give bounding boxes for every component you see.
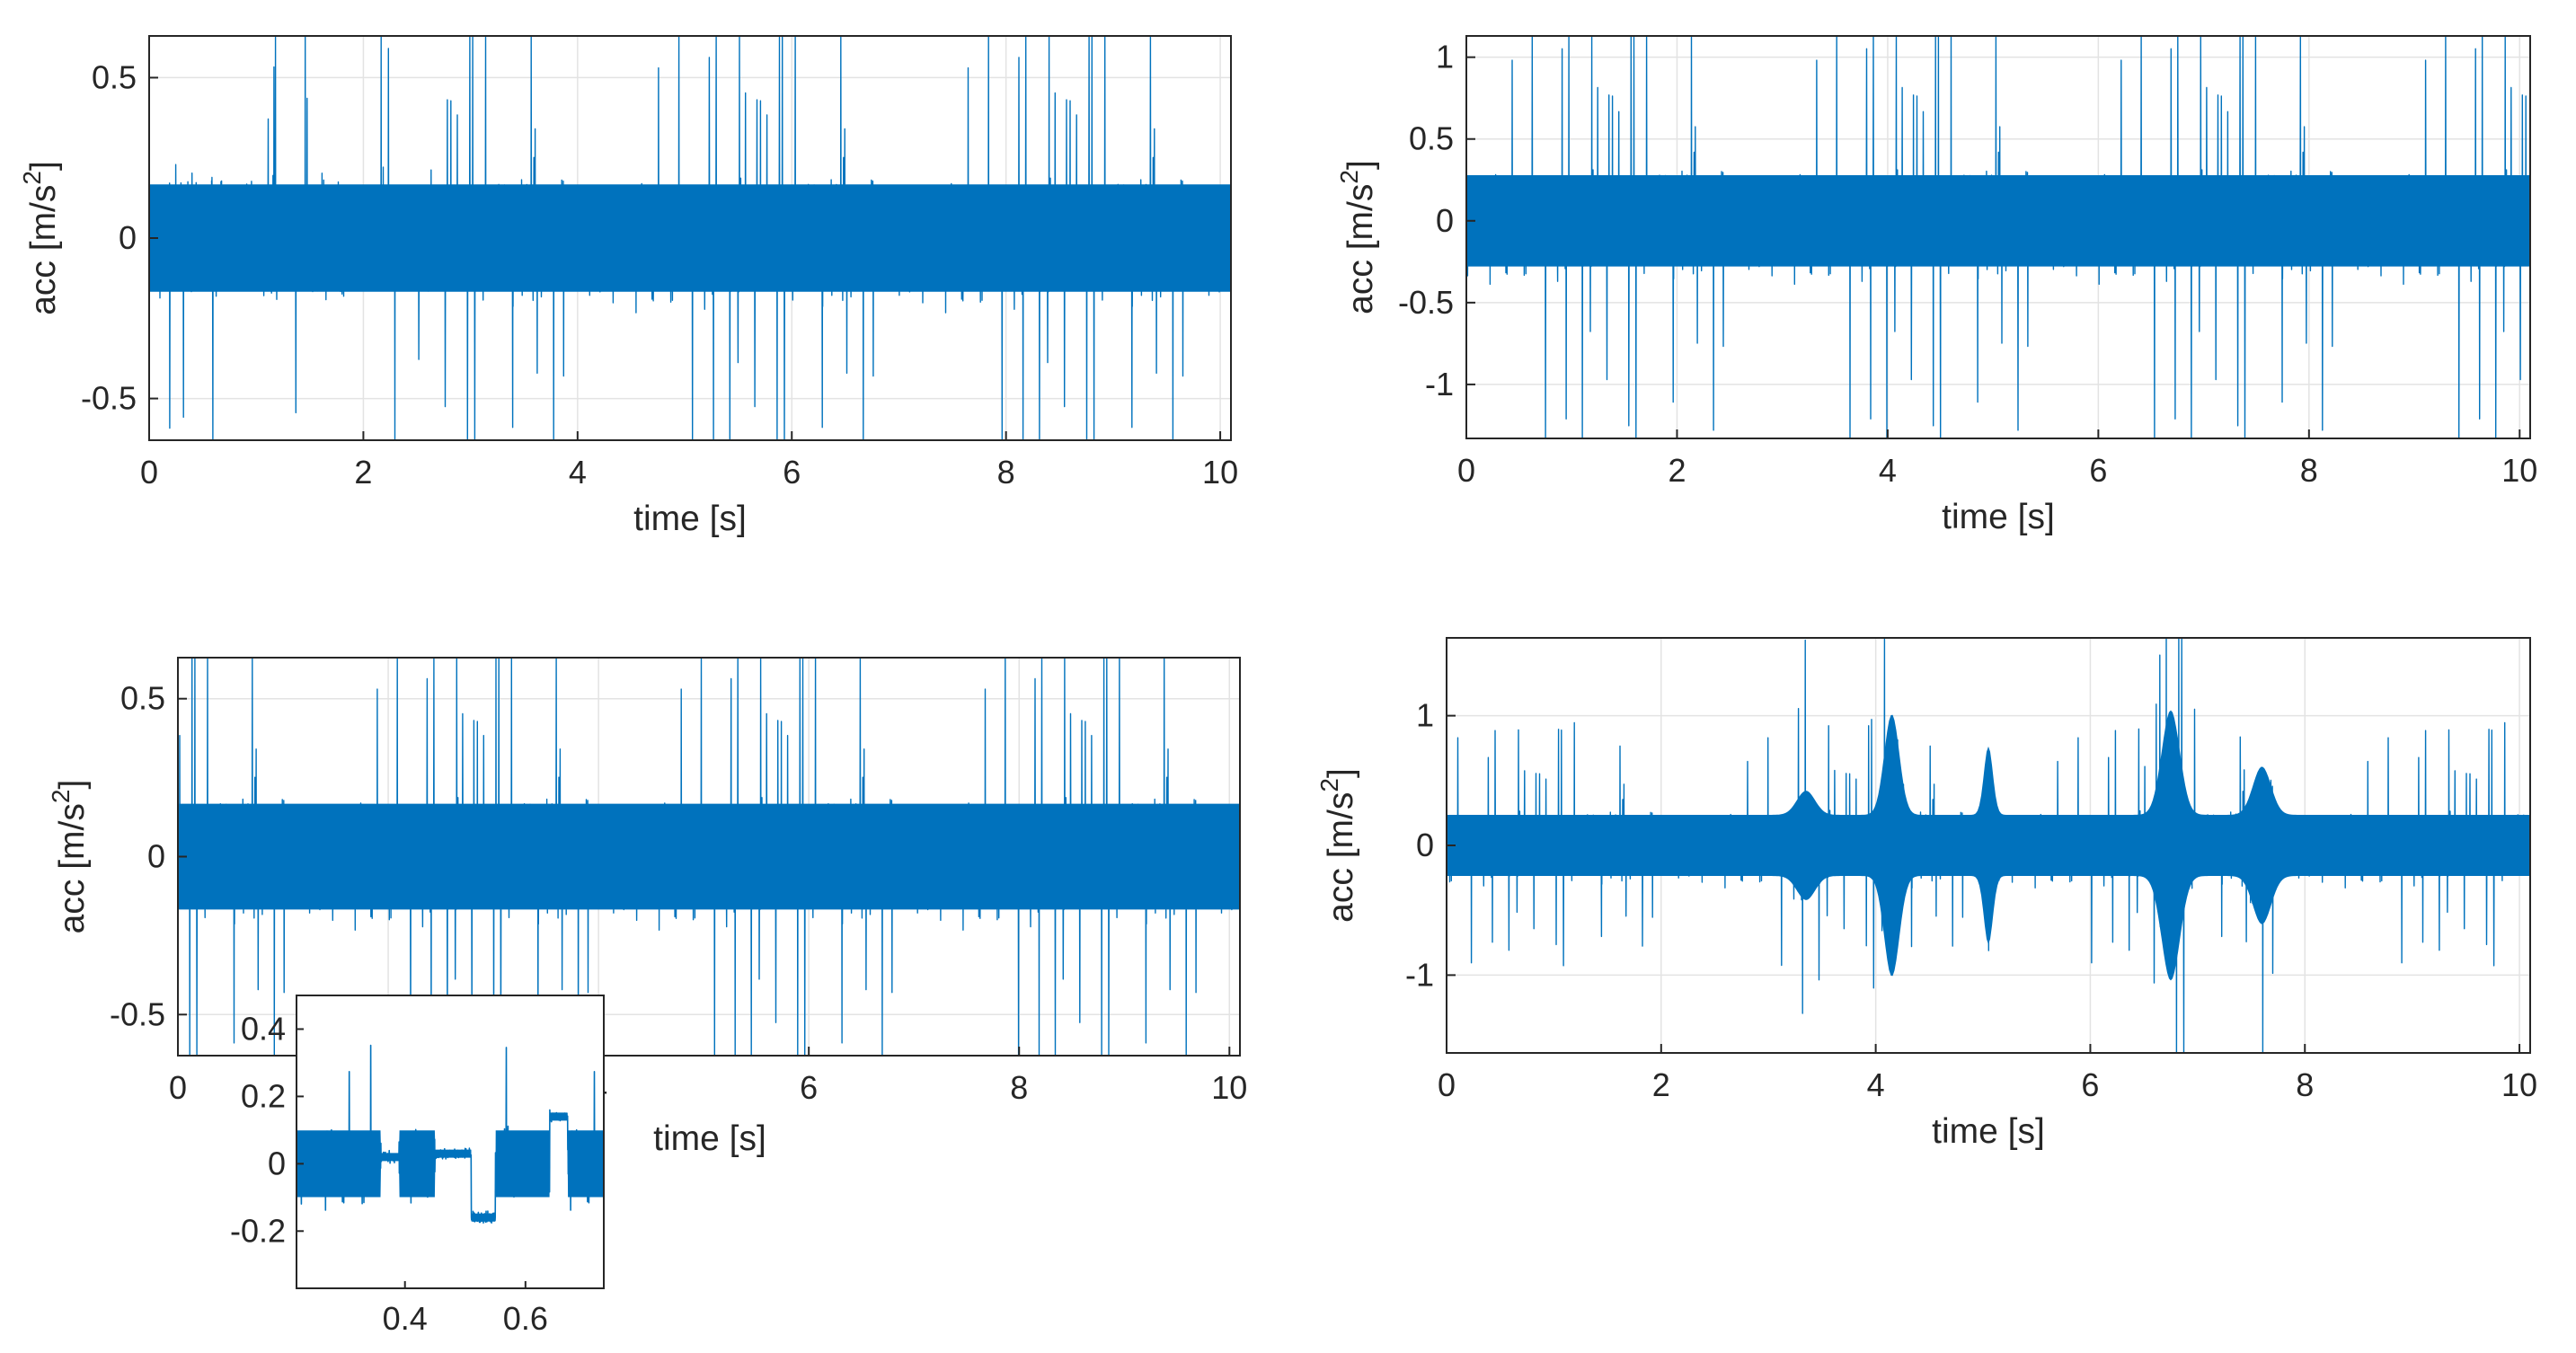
x-axis-label: time [s] xyxy=(1932,1112,2045,1151)
inset-panel: 0.4 0.6 -0.2 0 0.2 0.4 xyxy=(230,995,605,1337)
y-tick-label: -0.5 xyxy=(81,380,137,417)
signal-core xyxy=(1466,175,2530,267)
signal-group xyxy=(178,658,1240,1056)
signal-group xyxy=(149,36,1231,440)
y-axis-label: acc [m/s2] xyxy=(1335,160,1380,314)
x-tick-label: 6 xyxy=(783,454,801,491)
x-tick-label: 2 xyxy=(1668,452,1686,489)
dropout-band xyxy=(380,1153,399,1161)
chart-panel-bottom-right: 0 2 4 6 8 10 -1 0 1 time [s] acc [m/s2] xyxy=(1315,637,2537,1151)
y-tick-label: 0 xyxy=(1436,202,1454,239)
x-tick-label: 2 xyxy=(1652,1066,1670,1103)
x-tick-label: 10 xyxy=(2501,452,2537,489)
signal-group xyxy=(1466,36,2530,438)
x-tick-label: 0 xyxy=(1438,1066,1456,1103)
x-tick-label: 10 xyxy=(1202,454,1238,491)
y-axis-label: acc [m/s2] xyxy=(18,161,63,315)
x-tick-label: 10 xyxy=(1211,1069,1247,1106)
inset-y-tick-label: -0.2 xyxy=(230,1212,286,1249)
signal-core xyxy=(149,184,1231,292)
y-tick-label: -1 xyxy=(1405,956,1434,993)
y-tick-label: 0 xyxy=(147,838,165,875)
x-axis-label: time [s] xyxy=(1942,498,2055,536)
inset-signal-group xyxy=(297,1044,604,1224)
signal-core xyxy=(297,1112,604,1222)
inset-x-tick-label: 0.4 xyxy=(383,1300,428,1337)
x-tick-label: 6 xyxy=(2081,1066,2099,1103)
y-tick-label: 0 xyxy=(1416,827,1434,863)
x-tick-label: 10 xyxy=(2501,1066,2537,1103)
y-tick-label: 0.5 xyxy=(120,680,165,717)
x-tick-label: 8 xyxy=(1010,1069,1028,1106)
inset-x-tick-label: 0.6 xyxy=(503,1300,548,1337)
x-axis-label: time [s] xyxy=(633,500,747,538)
signal-core xyxy=(1447,710,2530,981)
x-tick-label: 2 xyxy=(354,454,372,491)
x-tick-label: 8 xyxy=(2300,452,2318,489)
y-tick-label: 0.5 xyxy=(92,58,137,95)
y-tick-label: -0.5 xyxy=(1398,284,1454,321)
inset-y-tick-label: 0.4 xyxy=(241,1010,286,1047)
x-tick-label: 4 xyxy=(1867,1066,1885,1103)
x-tick-label: 8 xyxy=(997,454,1015,491)
dropout-band xyxy=(435,1150,472,1158)
y-tick-label: -1 xyxy=(1425,366,1454,402)
y-axis-label: acc [m/s2] xyxy=(47,780,92,934)
dropout-band xyxy=(471,1214,496,1222)
x-tick-label: 6 xyxy=(2089,452,2107,489)
y-axis-label: acc [m/s2] xyxy=(1315,768,1360,923)
y-tick-label: 0.5 xyxy=(1409,120,1454,157)
x-tick-label: 0 xyxy=(140,454,158,491)
y-tick-label: 1 xyxy=(1436,39,1454,75)
x-tick-label: 0 xyxy=(1457,452,1475,489)
x-axis-label: time [s] xyxy=(653,1119,766,1158)
axes-frame xyxy=(1465,35,2531,439)
x-tick-label: 4 xyxy=(569,454,587,491)
inset-y-tick-label: 0 xyxy=(268,1145,286,1181)
x-tick-label: 6 xyxy=(800,1069,818,1106)
x-tick-label: 4 xyxy=(1879,452,1897,489)
signal-core xyxy=(178,803,1240,910)
dropout-band xyxy=(549,1112,568,1120)
signal-group xyxy=(1447,638,2530,1053)
x-tick-label: 0 xyxy=(169,1069,187,1106)
x-tick-label: 8 xyxy=(2296,1066,2314,1103)
y-tick-label: 0 xyxy=(119,219,137,256)
chart-panel-top-right: 0 2 4 6 8 10 -1 -0.5 0 0.5 1 time [s] acc [m/s2] xyxy=(1335,35,2537,536)
inset-frame xyxy=(296,995,605,1289)
y-tick-label: 1 xyxy=(1416,697,1434,734)
inset-y-tick-label: 0.2 xyxy=(241,1077,286,1114)
y-tick-label: -0.5 xyxy=(110,995,165,1032)
